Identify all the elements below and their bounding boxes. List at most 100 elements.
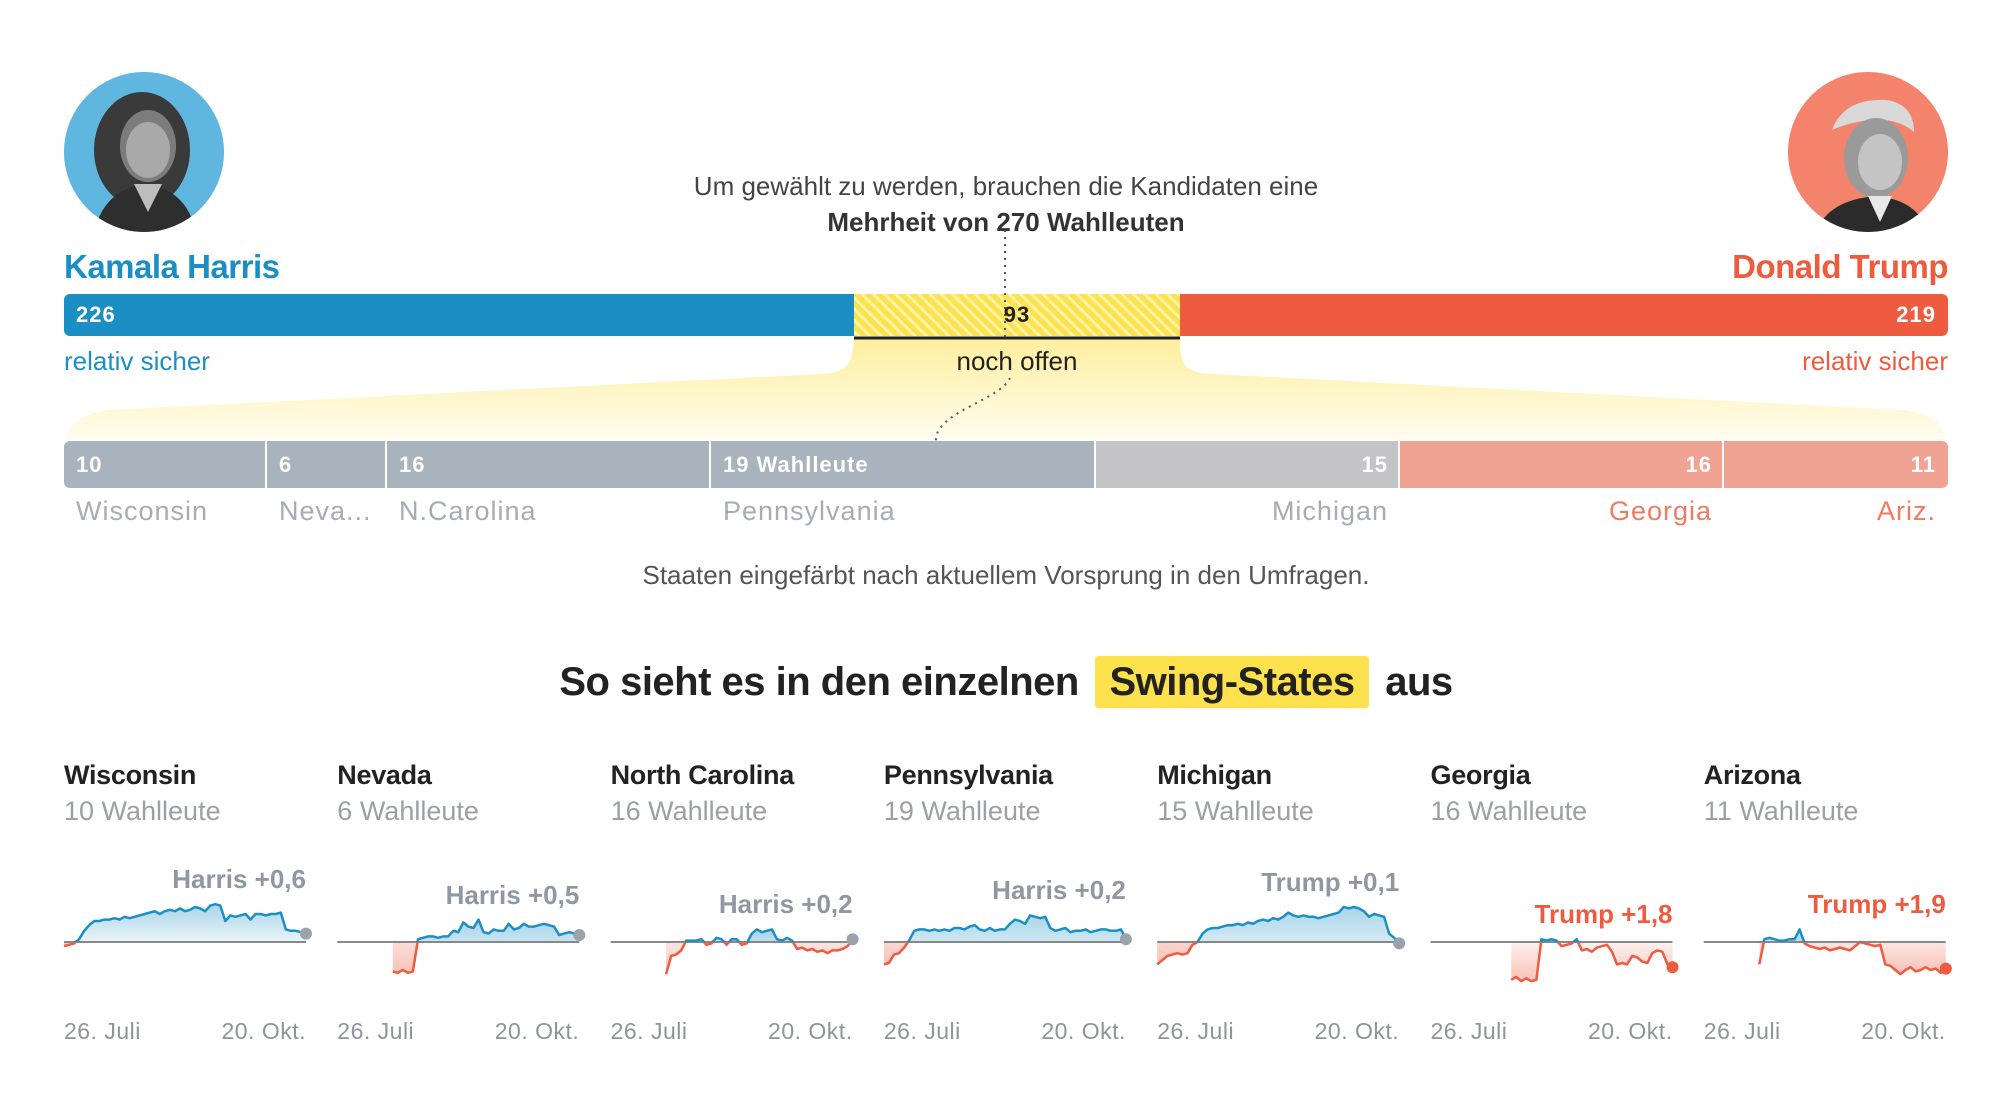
- chart-subtitle-arizona: 11 Wahlleute: [1703, 796, 1859, 826]
- state-segment-pennsylvania[interactable]: [711, 441, 1094, 488]
- state-name-wisconsin: Wisconsin: [76, 496, 209, 526]
- chart-end-dot-wisconsin: [300, 927, 312, 940]
- chart-line-harris-michigan: [1194, 905, 1400, 942]
- trump-electors: 219: [1896, 302, 1936, 327]
- chart-lead-label-north-carolina: Harris +0,2: [718, 889, 853, 920]
- chart-lead-label-michigan: Trump +0,1: [1261, 867, 1400, 897]
- open-states-funnel: [66, 230, 1946, 460]
- states-color-note: Staaten eingefärbt nach aktuellem Vorspr…: [642, 560, 1370, 590]
- chart-area-harris-michigan: [1157, 907, 1400, 942]
- state-name-georgia: Georgia: [1608, 496, 1712, 526]
- chart-line-harris-pennsylvania: [906, 914, 1128, 942]
- harris-portrait-image: [64, 72, 224, 232]
- chart-end-dot-arizona: [1939, 962, 1952, 975]
- chart-end-dot-nevada: [573, 929, 586, 941]
- state-segment-north-carolina[interactable]: [387, 441, 709, 488]
- chart-x-start-arizona: 26. Juli: [1703, 1018, 1781, 1044]
- section-title: So sieht es in den einzelnen Swing-State…: [0, 656, 2012, 708]
- state-name-north-carolina: N.Carolina: [399, 496, 537, 526]
- state-num-arizona: 11: [1910, 452, 1936, 477]
- chart-title-wisconsin: Wisconsin: [64, 760, 197, 790]
- chart-end-dot-georgia: [1666, 961, 1679, 974]
- chart-end-dot-pennsylvania: [1119, 933, 1132, 946]
- chart-area-harris-georgia: [1511, 939, 1673, 942]
- state-num-michigan: 15: [1361, 452, 1388, 477]
- chart-title-nevada: Nevada: [337, 760, 432, 790]
- chart-line-trump-nevada: [392, 942, 419, 975]
- harris-portrait: [64, 72, 224, 232]
- state-num-georgia: 16: [1685, 452, 1712, 477]
- chart-subtitle-north-carolina: 16 Wahlleute: [610, 796, 768, 826]
- chart-area-trump-wisconsin: [64, 942, 306, 947]
- open-bar-segment: [854, 294, 1180, 336]
- chart-title-north-carolina: North Carolina: [610, 760, 795, 790]
- chart-x-start-north-carolina: 26. Juli: [610, 1018, 688, 1044]
- harris-safe-label: relativ sicher: [64, 346, 210, 376]
- chart-lead-label-georgia: Trump +1,8: [1534, 899, 1673, 930]
- state-segment-georgia[interactable]: [1400, 441, 1722, 488]
- trump-portrait-image: [1788, 72, 1948, 232]
- chart-area-trump-nevada: [392, 942, 580, 973]
- chart-x-end-pennsylvania: 20. Okt.: [1041, 1018, 1126, 1044]
- chart-line-harris-north-carolina: [684, 928, 854, 942]
- chart-line-harris-wisconsin: [73, 902, 307, 942]
- state-num-north-carolina: 16: [399, 452, 426, 477]
- state-num-wisconsin: 10: [76, 452, 103, 477]
- chart-x-end-wisconsin: 20. Okt.: [221, 1018, 306, 1044]
- section-title-highlight: Swing-States: [1095, 656, 1369, 708]
- chart-x-end-nevada: 20. Okt.: [494, 1018, 580, 1044]
- trump-portrait: [1788, 72, 1948, 232]
- chart-lead-label-pennsylvania: Harris +0,2: [992, 875, 1126, 906]
- chart-area-trump-arizona: [1759, 942, 1946, 975]
- chart-subtitle-michigan: 15 Wahlleute: [1157, 796, 1314, 826]
- chart-x-end-michigan: 20. Okt.: [1314, 1018, 1400, 1044]
- chart-lead-label-wisconsin: Harris +0,6: [172, 864, 306, 895]
- chart-x-end-arizona: 20. Okt.: [1861, 1018, 1946, 1044]
- chart-area-harris-pennsylvania: [883, 915, 1126, 942]
- chart-line-trump-michigan: [1156, 942, 1401, 966]
- chart-title-arizona: Arizona: [1703, 760, 1801, 790]
- state-num-pennsylvania: 19 Wahlleute: [723, 452, 869, 477]
- chart-area-harris-wisconsin: [64, 904, 306, 942]
- harris-electors: 226: [76, 302, 116, 327]
- chart-x-start-nevada: 26. Juli: [337, 1018, 415, 1044]
- chart-line-trump-wisconsin: [63, 942, 78, 948]
- chart-x-start-pennsylvania: 26. Juli: [883, 1018, 961, 1044]
- trump-bar-segment: [1180, 294, 1948, 336]
- state-segment-nevada[interactable]: [267, 441, 385, 488]
- chart-subtitle-georgia: 16 Wahlleute: [1430, 796, 1588, 826]
- chart-area-harris-arizona: [1759, 929, 1946, 942]
- chart-subtitle-pennsylvania: 19 Wahlleute: [883, 796, 1041, 826]
- chart-subtitle-nevada: 6 Wahlleute: [337, 796, 479, 826]
- state-segment-wisconsin[interactable]: [64, 441, 265, 488]
- chart-x-start-wisconsin: 26. Juli: [64, 1018, 141, 1044]
- chart-x-end-north-carolina: 20. Okt.: [768, 1018, 853, 1044]
- trump-name: Donald Trump: [1732, 248, 1948, 285]
- chart-lead-label-arizona: Trump +1,9: [1807, 889, 1946, 920]
- open-label: noch offen: [956, 346, 1078, 376]
- open-electors: 93: [1003, 302, 1031, 327]
- harris-name: Kamala Harris: [64, 248, 280, 285]
- chart-lead-label-nevada: Harris +0,5: [445, 879, 580, 910]
- chart-area-trump-georgia: [1511, 942, 1673, 982]
- chart-line-trump-north-carolina: [664, 942, 853, 975]
- state-name-pennsylvania: Pennsylvania: [723, 496, 896, 526]
- chart-area-harris-nevada: [392, 919, 580, 942]
- chart-line-trump-pennsylvania: [883, 942, 910, 966]
- chart-area-trump-michigan: [1157, 942, 1400, 965]
- harris-bar-segment: [64, 294, 854, 336]
- state-segment-michigan[interactable]: [1096, 441, 1398, 488]
- chart-x-start-georgia: 26. Juli: [1430, 1018, 1508, 1044]
- chart-line-trump-arizona: [1758, 942, 1947, 976]
- chart-area-trump-pennsylvania: [883, 942, 1126, 965]
- trump-safe-label: relativ sicher: [1802, 346, 1948, 376]
- chart-line-trump-georgia: [1510, 942, 1674, 983]
- chart-end-dot-michigan: [1393, 937, 1406, 950]
- chart-subtitle-wisconsin: 10 Wahlleute: [64, 796, 221, 826]
- state-segment-arizona[interactable]: [1724, 441, 1948, 488]
- chart-line-harris-arizona: [1762, 928, 1865, 942]
- state-name-nevada: Neva...: [279, 496, 372, 526]
- chart-end-dot-north-carolina: [846, 933, 859, 946]
- state-name-arizona: Ariz.: [1877, 496, 1936, 526]
- state-num-nevada: 6: [279, 452, 293, 477]
